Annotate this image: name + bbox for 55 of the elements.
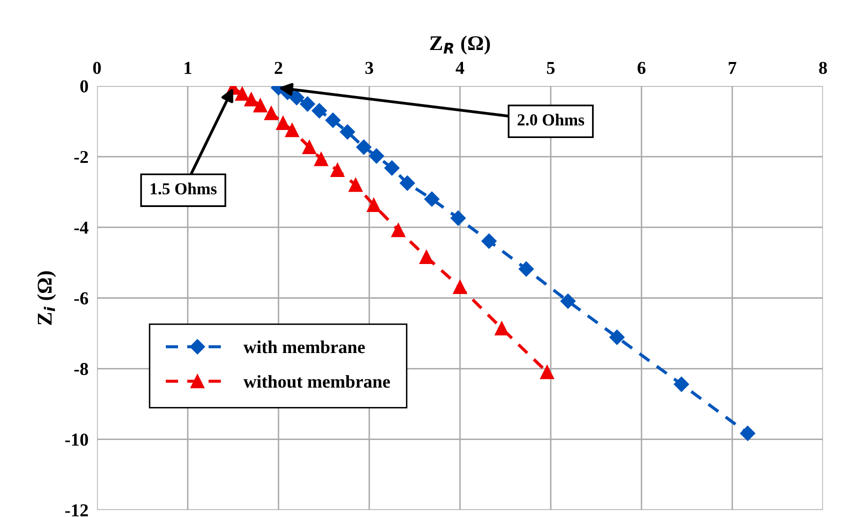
point <box>356 140 372 155</box>
point <box>450 210 466 226</box>
point <box>609 330 625 345</box>
x-axis-title: Z$_{R}$ (Ω) <box>430 36 490 54</box>
point <box>518 261 534 277</box>
point <box>366 198 381 212</box>
point <box>453 280 467 294</box>
x-tick-label: 0 <box>93 62 101 74</box>
point <box>494 321 509 336</box>
point <box>253 98 268 112</box>
y-tick-label: -4 <box>74 222 88 234</box>
point <box>424 191 440 207</box>
point <box>289 90 304 106</box>
point <box>340 124 356 140</box>
point <box>302 140 316 154</box>
point <box>235 86 250 101</box>
point <box>419 250 434 264</box>
annotation: 2.0 Ohms <box>518 114 584 126</box>
point <box>368 148 384 164</box>
legend-label: with membrane <box>244 340 365 354</box>
point <box>348 178 363 192</box>
y-axis-title: Z$_{i}$ (Ω) <box>37 271 56 325</box>
point <box>325 112 341 128</box>
point <box>276 116 290 130</box>
point <box>740 426 756 441</box>
y-tick-label: -6 <box>74 292 88 304</box>
point <box>264 106 278 120</box>
x-tick-label: 7 <box>728 62 736 74</box>
point <box>312 103 327 118</box>
point <box>481 234 497 249</box>
annotation: 1.5 Ohms <box>150 182 217 194</box>
point <box>244 92 258 106</box>
point <box>384 160 400 176</box>
y-tick-label: -2 <box>74 150 88 163</box>
point <box>560 294 576 309</box>
legend-label: without membrane <box>244 375 390 388</box>
point <box>300 96 316 112</box>
point <box>540 365 554 380</box>
point <box>314 152 328 166</box>
y-tick-label: -10 <box>65 434 88 446</box>
point <box>285 123 300 138</box>
point <box>674 376 689 392</box>
x-tick-label: 3 <box>365 62 374 74</box>
x-tick-label: 1 <box>184 62 192 74</box>
x-tick-label: 6 <box>638 62 646 74</box>
x-tick-label: 8 <box>819 62 827 74</box>
x-tick-label: 4 <box>456 62 464 74</box>
point <box>400 176 415 191</box>
y-tick-label: -12 <box>65 504 88 516</box>
x-tick-label: 2 <box>274 62 282 74</box>
x-tick-label: 5 <box>546 62 555 74</box>
point <box>330 163 344 178</box>
y-tick-label: -8 <box>74 362 88 376</box>
point <box>391 223 406 238</box>
y-tick-label: 0 <box>80 80 88 92</box>
